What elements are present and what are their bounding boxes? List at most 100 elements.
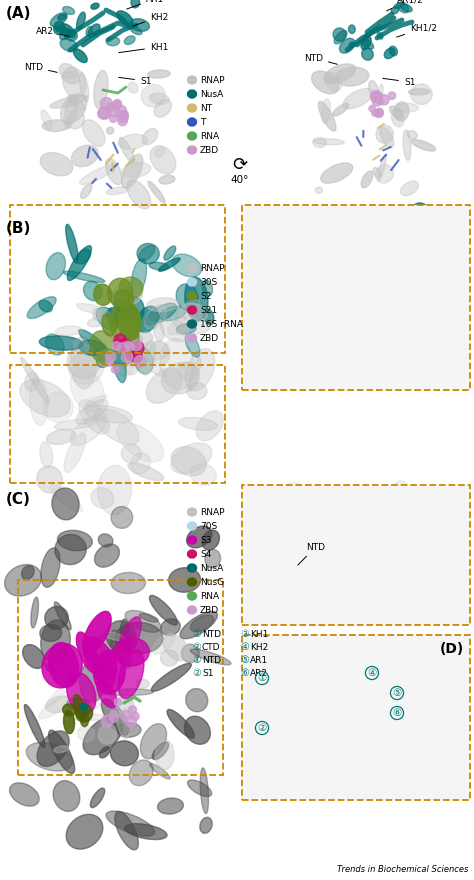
Ellipse shape — [298, 554, 310, 581]
Ellipse shape — [84, 406, 132, 423]
Ellipse shape — [117, 11, 133, 26]
Ellipse shape — [129, 760, 153, 786]
Ellipse shape — [321, 163, 353, 183]
Ellipse shape — [353, 297, 363, 308]
Ellipse shape — [149, 93, 169, 105]
Ellipse shape — [110, 741, 138, 766]
Ellipse shape — [61, 93, 87, 123]
Ellipse shape — [61, 24, 75, 38]
Ellipse shape — [277, 277, 294, 293]
Ellipse shape — [150, 763, 170, 779]
Ellipse shape — [128, 706, 137, 714]
Ellipse shape — [336, 299, 346, 309]
Text: (B): (B) — [6, 221, 31, 236]
Ellipse shape — [379, 94, 389, 105]
Ellipse shape — [338, 211, 365, 237]
Ellipse shape — [273, 575, 302, 591]
Ellipse shape — [145, 304, 176, 325]
Ellipse shape — [400, 642, 411, 672]
Ellipse shape — [172, 313, 186, 326]
Ellipse shape — [390, 253, 401, 264]
Ellipse shape — [41, 548, 60, 587]
Ellipse shape — [142, 341, 169, 361]
Text: ②: ② — [192, 668, 201, 678]
Ellipse shape — [75, 704, 92, 722]
Ellipse shape — [188, 146, 197, 154]
Ellipse shape — [123, 349, 140, 375]
Ellipse shape — [150, 146, 176, 174]
Ellipse shape — [171, 443, 212, 473]
Ellipse shape — [138, 332, 153, 344]
Ellipse shape — [112, 100, 121, 109]
Ellipse shape — [366, 502, 390, 531]
Ellipse shape — [265, 755, 285, 775]
Ellipse shape — [52, 488, 79, 520]
Ellipse shape — [347, 776, 356, 782]
Text: S1: S1 — [383, 77, 416, 86]
Ellipse shape — [188, 278, 197, 286]
Ellipse shape — [121, 710, 130, 720]
Ellipse shape — [137, 344, 155, 359]
Ellipse shape — [137, 306, 158, 333]
Ellipse shape — [94, 284, 112, 305]
Ellipse shape — [184, 716, 210, 744]
Text: 40°: 40° — [231, 175, 249, 185]
Ellipse shape — [80, 711, 89, 727]
Ellipse shape — [370, 729, 381, 741]
Ellipse shape — [111, 572, 146, 594]
Text: RNA: RNA — [200, 591, 219, 600]
Ellipse shape — [164, 634, 189, 661]
Ellipse shape — [337, 337, 363, 356]
Ellipse shape — [101, 715, 113, 727]
Ellipse shape — [149, 312, 160, 321]
Text: ①: ① — [192, 655, 201, 665]
Ellipse shape — [349, 42, 355, 48]
Ellipse shape — [311, 71, 338, 94]
Ellipse shape — [101, 699, 129, 735]
Ellipse shape — [289, 568, 296, 585]
Ellipse shape — [190, 464, 216, 485]
Text: ④: ④ — [240, 642, 249, 652]
Ellipse shape — [367, 335, 378, 344]
Ellipse shape — [388, 314, 402, 330]
Ellipse shape — [118, 304, 141, 341]
Ellipse shape — [276, 763, 298, 788]
Ellipse shape — [407, 130, 417, 139]
Ellipse shape — [295, 689, 304, 696]
Ellipse shape — [124, 329, 143, 341]
Ellipse shape — [272, 286, 284, 297]
Ellipse shape — [107, 307, 123, 326]
Ellipse shape — [99, 106, 111, 119]
Ellipse shape — [374, 673, 387, 696]
Ellipse shape — [176, 324, 210, 335]
Ellipse shape — [111, 507, 133, 528]
Ellipse shape — [142, 128, 158, 144]
Ellipse shape — [139, 613, 158, 622]
Text: ⑥: ⑥ — [392, 708, 401, 718]
Ellipse shape — [115, 297, 144, 329]
Ellipse shape — [350, 706, 360, 717]
Ellipse shape — [123, 708, 138, 719]
Ellipse shape — [102, 632, 126, 641]
Ellipse shape — [318, 101, 336, 131]
Ellipse shape — [159, 306, 186, 320]
Ellipse shape — [412, 279, 433, 299]
Ellipse shape — [373, 167, 381, 178]
Ellipse shape — [37, 731, 69, 766]
Ellipse shape — [46, 429, 76, 444]
Ellipse shape — [333, 103, 349, 116]
Ellipse shape — [190, 615, 214, 632]
Ellipse shape — [67, 110, 84, 128]
Ellipse shape — [115, 622, 163, 654]
Ellipse shape — [94, 70, 108, 108]
Ellipse shape — [106, 187, 128, 194]
Ellipse shape — [375, 518, 413, 561]
Text: ⑤: ⑤ — [392, 688, 401, 698]
Ellipse shape — [169, 568, 201, 592]
Ellipse shape — [100, 747, 110, 758]
Ellipse shape — [141, 84, 165, 107]
Ellipse shape — [409, 237, 431, 246]
Ellipse shape — [63, 67, 86, 98]
Ellipse shape — [117, 722, 141, 737]
Ellipse shape — [391, 6, 399, 14]
